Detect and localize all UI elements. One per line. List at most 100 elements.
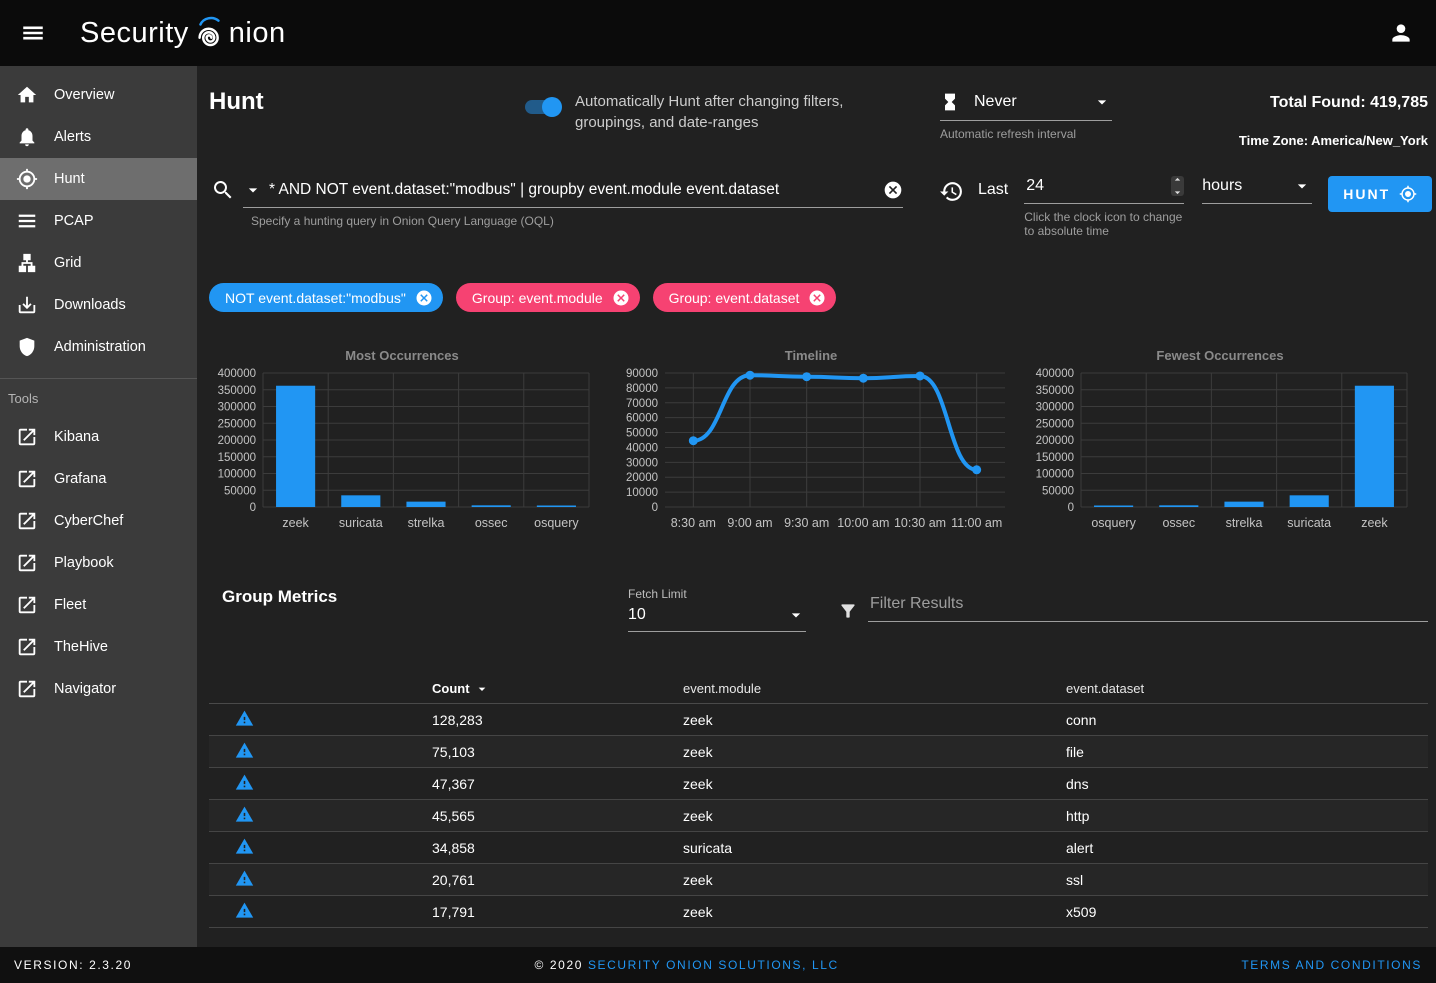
top-bar: Security nion (0, 0, 1436, 66)
column-header-event-dataset[interactable]: event.dataset (1066, 681, 1145, 696)
svg-text:50000: 50000 (1042, 485, 1074, 497)
sidebar-item-alerts[interactable]: Alerts (0, 116, 197, 158)
svg-text:10:30 am: 10:30 am (894, 516, 946, 530)
chip-label: NOT event.dataset:"modbus" (225, 289, 406, 306)
sidebar-item-downloads[interactable]: Downloads (0, 284, 197, 326)
cell-event-module: zeek (683, 743, 713, 760)
table-row[interactable]: 45,565 zeek http (209, 800, 1428, 832)
alert-triangle-icon[interactable] (235, 837, 254, 856)
table-row[interactable]: 128,283 zeek conn (209, 704, 1428, 736)
external-link-icon (16, 510, 38, 532)
alert-triangle-icon[interactable] (235, 741, 254, 760)
sidebar-tool-cyberchef[interactable]: CyberChef (0, 500, 197, 542)
column-header-count[interactable]: Count (432, 681, 683, 697)
duration-unit-dropdown[interactable]: hours (1202, 176, 1313, 204)
clear-query-icon[interactable] (883, 180, 903, 200)
svg-text:osquery: osquery (1091, 516, 1136, 530)
fetch-limit-dropdown[interactable]: 10 (628, 605, 806, 632)
filter-chip-not-event-dataset-modbus-[interactable]: NOT event.dataset:"modbus" (209, 283, 443, 312)
column-header-event-module[interactable]: event.module (683, 681, 762, 696)
alert-triangle-icon[interactable] (235, 869, 254, 888)
onion-spiral-icon (190, 12, 228, 54)
sidebar-item-label: PCAP (54, 213, 94, 229)
sidebar-item-grid[interactable]: Grid (0, 242, 197, 284)
svg-text:9:00 am: 9:00 am (727, 516, 772, 530)
query-input[interactable] (263, 181, 883, 199)
terms-link[interactable]: TERMS AND CONDITIONS (1241, 958, 1422, 972)
table-row[interactable]: 20,761 zeek ssl (209, 864, 1428, 896)
sidebar-item-overview[interactable]: Overview (0, 74, 197, 116)
most-occurrences-chart: Most Occurrences 0 50000 100000 150000 200000… (209, 348, 595, 533)
search-icon[interactable] (211, 178, 235, 202)
user-account-icon[interactable] (1384, 16, 1418, 50)
hourglass-icon (940, 92, 960, 112)
table-row[interactable]: 47,367 zeek dns (209, 768, 1428, 800)
duration-input[interactable] (1024, 176, 1172, 196)
refresh-interval-value: Never (974, 93, 1017, 110)
chip-remove-icon[interactable] (808, 289, 826, 307)
cell-event-module: zeek (683, 807, 713, 824)
hunt-button[interactable]: HUNT (1328, 176, 1433, 212)
sidebar-item-pcap[interactable]: PCAP (0, 200, 197, 242)
cell-event-dataset: x509 (1066, 903, 1097, 920)
clock-stepper-icon[interactable] (1171, 176, 1185, 196)
sidebar-item-hunt[interactable]: Hunt (0, 158, 197, 200)
page-title: Hunt (209, 88, 264, 115)
sidebar-tool-navigator[interactable]: Navigator (0, 668, 197, 710)
sidebar-tool-grafana[interactable]: Grafana (0, 458, 197, 500)
fewest-occurrences-plot: 0 50000 100000 150000 200000 250000 300000 3500… (1036, 368, 1408, 530)
logo-text-security: Security (80, 16, 189, 49)
chevron-down-icon (1092, 92, 1112, 112)
table-row[interactable]: 75,103 zeek file (209, 736, 1428, 768)
history-icon[interactable] (939, 179, 964, 204)
sidebar-item-administration[interactable]: Administration (0, 326, 197, 368)
sidebar-tool-label: TheHive (54, 639, 108, 655)
copyright: © 2020 SECURITY ONION SOLUTIONS, LLC (132, 958, 1241, 972)
table-row[interactable]: 17,791 zeek x509 (209, 896, 1428, 928)
alert-triangle-icon[interactable] (235, 709, 254, 728)
fetch-limit-value: 10 (628, 606, 646, 623)
sidebar-tool-kibana[interactable]: Kibana (0, 416, 197, 458)
download-icon (16, 294, 38, 316)
pcap-icon (16, 210, 38, 232)
hamburger-menu-icon[interactable] (14, 14, 52, 52)
alert-triangle-icon[interactable] (235, 901, 254, 920)
sidebar-tool-fleet[interactable]: Fleet (0, 584, 197, 626)
copyright-prefix: © 2020 (534, 958, 583, 972)
svg-text:250000: 250000 (218, 418, 256, 430)
svg-text:zeek: zeek (1361, 516, 1388, 530)
svg-text:150000: 150000 (218, 452, 256, 464)
logo-text-nion: nion (228, 16, 286, 49)
table-row[interactable]: 34,858 suricata alert (209, 832, 1428, 864)
chip-remove-icon[interactable] (612, 289, 630, 307)
timeline-chart: Timeline 0 10000 20000 30000 40000 50000 60000 7… (611, 348, 1011, 533)
chevron-down-icon (786, 605, 806, 625)
svg-text:suricata: suricata (339, 516, 383, 530)
cell-event-dataset: alert (1066, 839, 1094, 856)
svg-text:350000: 350000 (1036, 385, 1074, 397)
query-history-chevron-icon[interactable] (243, 180, 263, 200)
alert-triangle-icon[interactable] (235, 805, 254, 824)
crosshair-icon (16, 168, 38, 190)
sidebar-tool-playbook[interactable]: Playbook (0, 542, 197, 584)
auto-hunt-toggle[interactable] (525, 97, 562, 117)
sidebar-item-label: Administration (54, 339, 146, 355)
cell-count: 20,761 (432, 871, 475, 888)
copyright-company-link[interactable]: SECURITY ONION SOLUTIONS, LLC (587, 958, 839, 972)
sidebar: Overview Alerts Hunt PCAP Grid Downloads Admin… (0, 66, 197, 947)
sidebar-tool-label: Kibana (54, 429, 100, 445)
query-input-underline (243, 180, 903, 208)
chart-title: Fewest Occurrences (1156, 348, 1284, 363)
sidebar-tool-thehive[interactable]: TheHive (0, 626, 197, 668)
svg-text:zeek: zeek (282, 516, 309, 530)
filter-chip-group-event-module[interactable]: Group: event.module (455, 283, 640, 312)
svg-text:80000: 80000 (626, 383, 658, 395)
filter-chip-group-event-dataset[interactable]: Group: event.dataset (652, 283, 837, 312)
refresh-interval-dropdown[interactable]: Never (940, 92, 1112, 121)
chip-remove-icon[interactable] (415, 289, 433, 307)
sidebar-item-label: Alerts (54, 129, 92, 145)
filter-results-input[interactable] (868, 595, 1428, 622)
alert-triangle-icon[interactable] (235, 773, 254, 792)
sidebar-item-label: Overview (54, 87, 115, 103)
svg-text:250000: 250000 (1036, 418, 1074, 430)
